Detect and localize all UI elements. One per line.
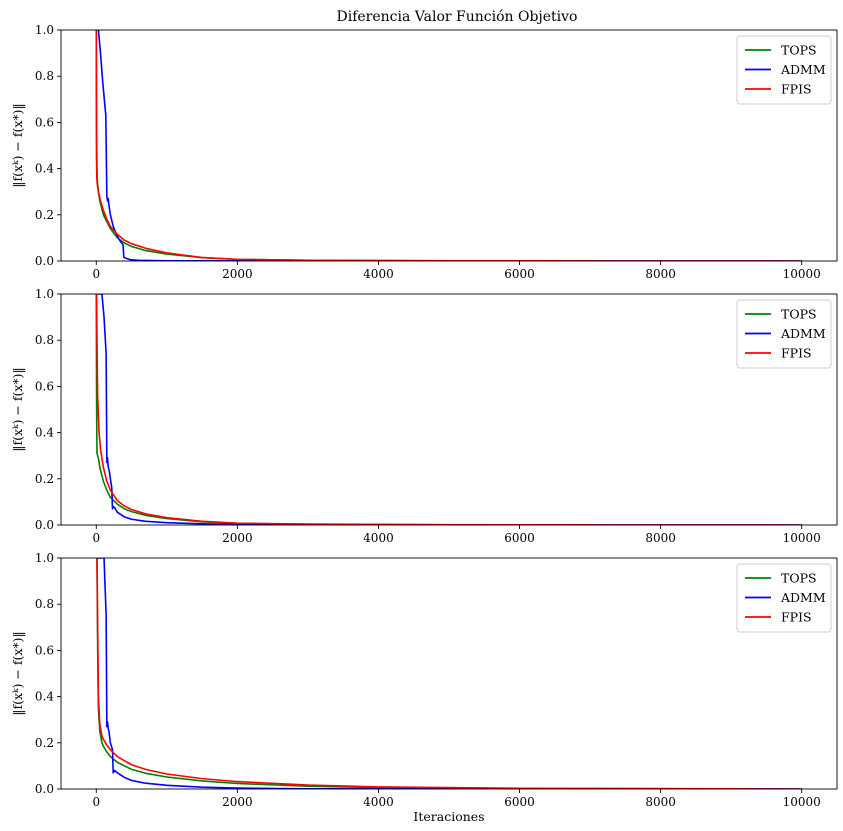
y-tick-label: 0.8 (35, 69, 54, 83)
series-line-fpis (96, 558, 802, 789)
x-tick-label: 10000 (783, 795, 821, 809)
y-tick-label: 0.2 (35, 736, 54, 750)
legend-box (736, 563, 832, 633)
y-tick-label: 1.0 (35, 551, 54, 565)
y-tick-label: 0.2 (35, 208, 54, 222)
y-tick-label: 0.8 (35, 333, 54, 347)
series-line-fpis (95, 294, 802, 525)
y-tick-label: 0.6 (35, 115, 54, 129)
legend-label-tops: TOPS (781, 307, 817, 322)
series-line-fpis (95, 30, 802, 261)
legend-label-tops: TOPS (781, 571, 817, 586)
figure-title: Diferencia Valor Función Objetivo (337, 9, 578, 25)
series-group (96, 558, 802, 789)
subplot-3: 0 2000 4000 6000 8000 10000 0.0 0.2 0.4 0.6 0.8 1.0… (10, 551, 838, 824)
subplot-1: 0 2000 4000 6000 8000 10000 0.0 0.2 0.4 0.6 0.8 1.0… (10, 23, 838, 281)
legend-label-tops: TOPS (781, 43, 817, 58)
x-tick-label: 6000 (504, 531, 535, 545)
x-tick-label: 8000 (645, 795, 676, 809)
x-tick-label: 10000 (783, 531, 821, 545)
y-tick-label: 0.8 (35, 597, 54, 611)
x-tick-label: 4000 (363, 795, 394, 809)
y-tick-label: 0.6 (35, 643, 54, 657)
x-tick-label: 2000 (222, 267, 253, 281)
axes-frame (60, 29, 838, 262)
x-tick-label: 6000 (504, 795, 535, 809)
legend-label-admm: ADMM (780, 326, 826, 341)
x-tick-label: 2000 (222, 795, 253, 809)
legend-label-fpis: FPIS (781, 610, 812, 625)
y-tick-label: 0.0 (35, 782, 54, 796)
axes-frame (60, 293, 838, 526)
x-tick-label: 4000 (363, 267, 394, 281)
legend-box (736, 299, 832, 369)
x-tick-label: 6000 (504, 267, 535, 281)
x-tick-label: 2000 (222, 531, 253, 545)
x-tick-label: 0 (92, 267, 100, 281)
y-tick-label: 0.4 (35, 162, 54, 176)
x-tick-label: 0 (92, 531, 100, 545)
x-tick-label: 0 (92, 795, 100, 809)
series-line-admm (96, 558, 802, 789)
series-group (95, 30, 802, 261)
legend-label-admm: ADMM (780, 62, 826, 77)
y-tick-label: 0.6 (35, 379, 54, 393)
y-tick-label: 0.0 (35, 254, 54, 268)
subplot-panels: 0 2000 4000 6000 8000 10000 0.0 0.2 0.4 0.6 0.8 1.0… (10, 23, 838, 824)
y-tick-label: 0.4 (35, 690, 54, 704)
y-tick-label: 1.0 (35, 23, 54, 37)
legend-label-fpis: FPIS (781, 346, 812, 361)
y-axis-label: ‖f(xᵏ) − f(x*)‖ (10, 103, 25, 188)
y-tick-label: 0.4 (35, 426, 54, 440)
x-axis-label: Iteraciones (413, 809, 484, 824)
y-axis-label: ‖f(xᵏ) − f(x*)‖ (10, 367, 25, 452)
y-axis-label: ‖f(xᵏ) − f(x*)‖ (10, 631, 25, 716)
legend-label-admm: ADMM (780, 590, 826, 605)
legend: TOPS ADMM FPIS (736, 299, 832, 369)
series-line-admm (96, 294, 802, 525)
x-tick-label: 8000 (645, 267, 676, 281)
x-tick-label: 10000 (783, 267, 821, 281)
series-group (95, 294, 802, 525)
legend: TOPS ADMM FPIS (736, 563, 832, 633)
x-tick-label: 8000 (645, 531, 676, 545)
series-line-admm (96, 30, 802, 261)
y-tick-label: 0.0 (35, 518, 54, 532)
y-tick-label: 1.0 (35, 287, 54, 301)
legend-box (736, 35, 832, 105)
legend: TOPS ADMM FPIS (736, 35, 832, 105)
subplot-2: 0 2000 4000 6000 8000 10000 0.0 0.2 0.4 0.6 0.8 1.0… (10, 287, 838, 545)
axes-frame (60, 557, 838, 790)
y-tick-label: 0.2 (35, 472, 54, 486)
x-tick-label: 4000 (363, 531, 394, 545)
legend-label-fpis: FPIS (781, 82, 812, 97)
